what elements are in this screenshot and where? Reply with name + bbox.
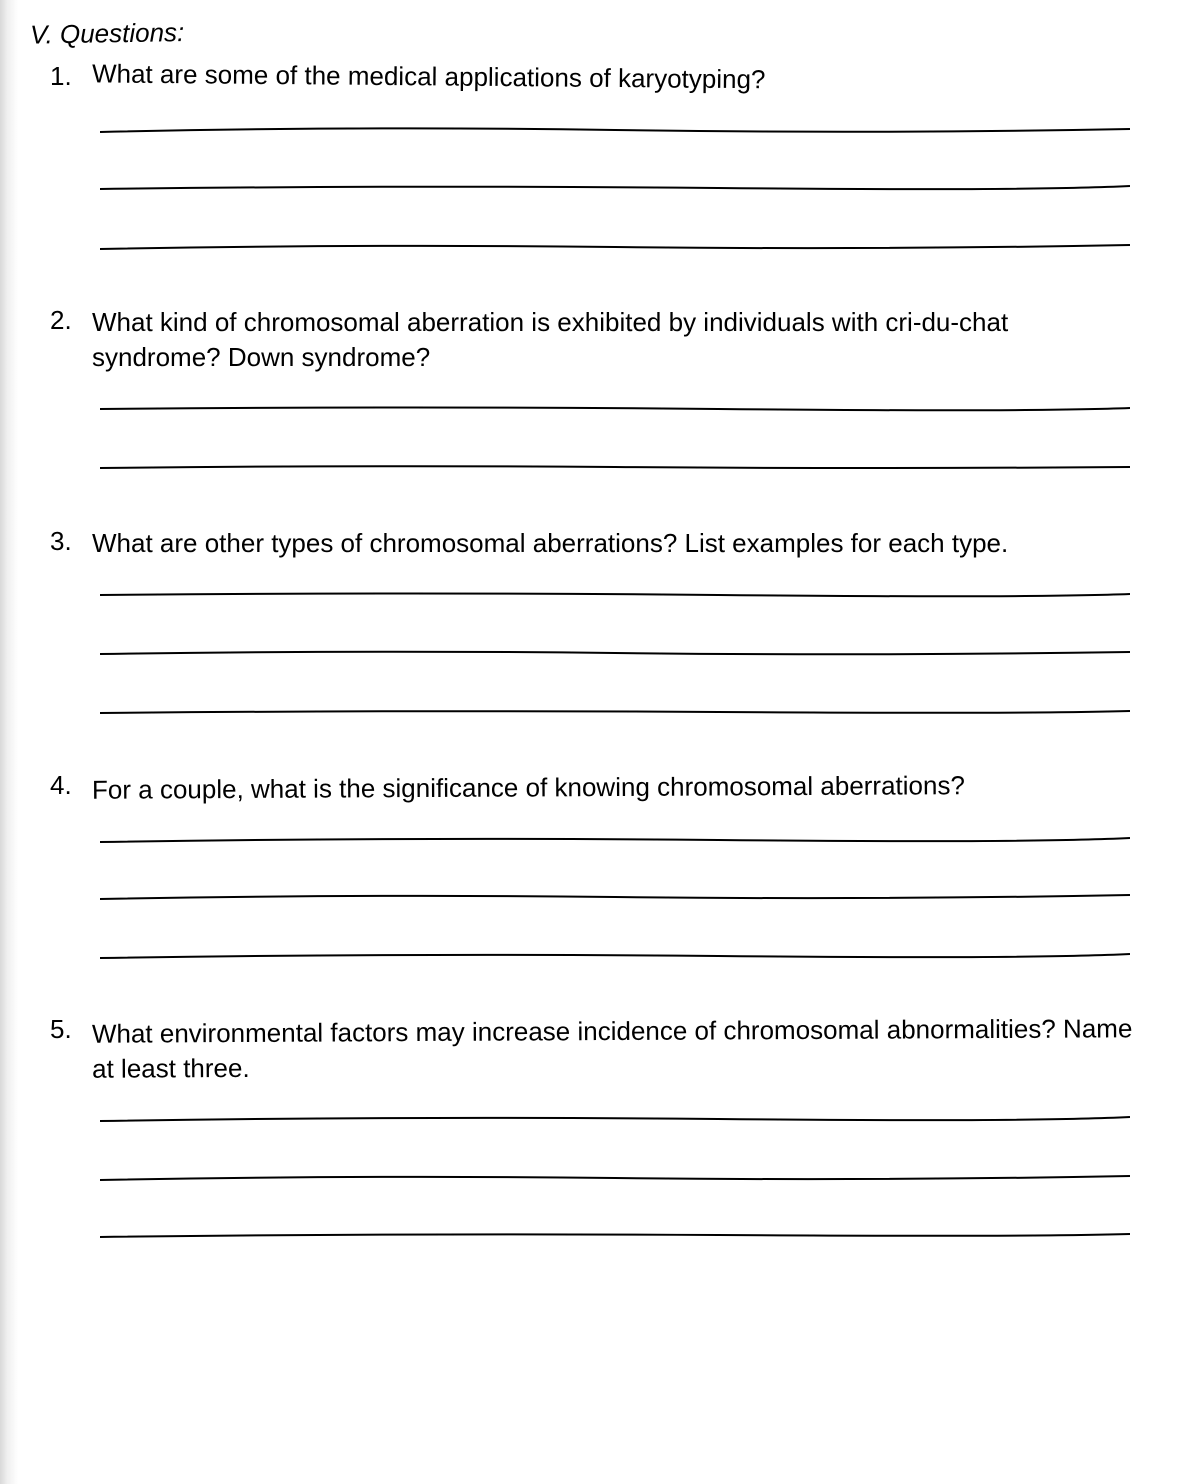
answer-line — [100, 589, 1130, 599]
question-3: 3. What are other types of chromosomal a… — [50, 526, 1140, 715]
question-text: What are other types of chromosomal aber… — [92, 526, 1140, 561]
question-2: 2. What kind of chromosomal aberration i… — [50, 305, 1140, 471]
question-row: 5. What environmental factors may increa… — [50, 1014, 1140, 1084]
question-number: 1. — [50, 61, 80, 92]
question-text: What environmental factors may increase … — [92, 1012, 1140, 1088]
answer-line — [100, 1229, 1130, 1239]
page-spine-shadow — [0, 0, 18, 1484]
question-row: 4. For a couple, what is the significanc… — [50, 770, 1140, 805]
answer-line — [100, 182, 1130, 192]
answer-line — [100, 1113, 1130, 1123]
answer-line — [100, 403, 1130, 413]
question-row: 1. What are some of the medical applicat… — [50, 61, 1140, 96]
answer-lines — [100, 589, 1130, 715]
answer-lines — [100, 403, 1130, 471]
answer-lines — [100, 1113, 1130, 1239]
answer-line — [100, 833, 1130, 843]
question-number: 2. — [50, 305, 80, 336]
answer-line — [100, 949, 1130, 959]
question-number: 5. — [50, 1014, 80, 1045]
answer-line — [100, 647, 1130, 657]
answer-lines — [100, 124, 1130, 250]
question-number: 4. — [50, 770, 80, 801]
question-row: 2. What kind of chromosomal aberration i… — [50, 305, 1140, 375]
answer-line — [100, 240, 1130, 250]
answer-line — [100, 705, 1130, 715]
answer-line — [100, 124, 1130, 134]
answer-line — [100, 1171, 1130, 1181]
question-4: 4. For a couple, what is the significanc… — [50, 770, 1140, 959]
question-number: 3. — [50, 526, 80, 557]
question-text: For a couple, what is the significance o… — [92, 768, 1140, 809]
answer-lines — [100, 833, 1130, 959]
section-label: V. — [30, 19, 53, 49]
question-5: 5. What environmental factors may increa… — [50, 1014, 1140, 1238]
question-text: What are some of the medical application… — [92, 56, 1140, 100]
section-header: V. Questions: — [30, 0, 1140, 50]
answer-line — [100, 891, 1130, 901]
question-text: What kind of chromosomal aberration is e… — [92, 305, 1140, 375]
answer-line — [100, 461, 1130, 471]
question-row: 3. What are other types of chromosomal a… — [50, 526, 1140, 561]
question-1: 1. What are some of the medical applicat… — [50, 61, 1140, 250]
section-title: Questions: — [60, 17, 185, 49]
